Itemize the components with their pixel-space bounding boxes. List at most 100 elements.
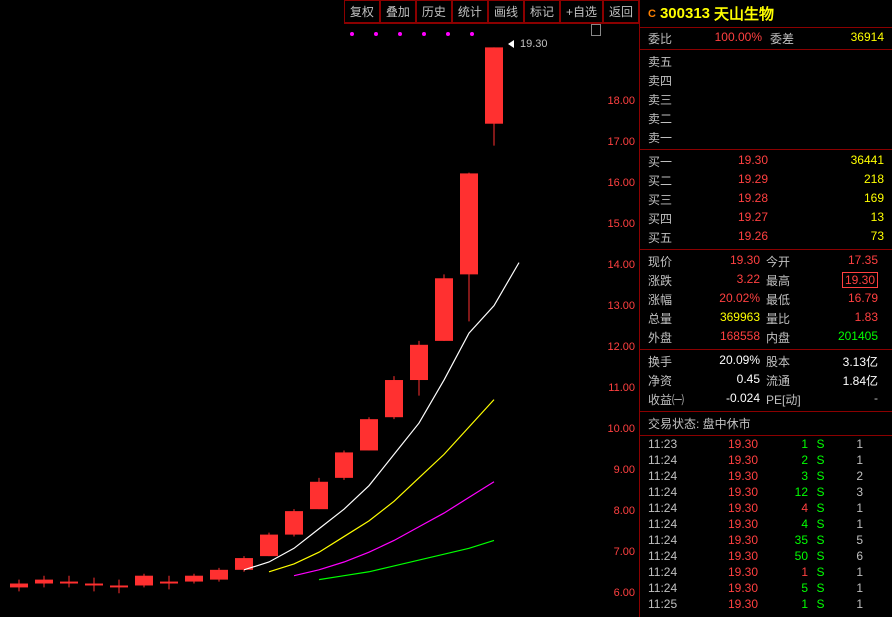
toolbar-btn-返回[interactable]: 返回 [603, 0, 639, 23]
bid-row: 买三19.28169 [640, 190, 892, 209]
trade-row: 11:2419.304S1 [640, 516, 892, 532]
ask-row: 卖二 [640, 109, 892, 128]
y-tick: 17.00 [607, 136, 635, 148]
bid-row: 买四19.2713 [640, 209, 892, 228]
weicha-value: 36914 [827, 30, 884, 47]
trade-time: 11:24 [648, 453, 698, 467]
trade-time: 11:25 [648, 597, 698, 611]
stats-row: 换手20.09%股本3.13亿 [640, 352, 892, 371]
stat-label: 涨幅 [648, 291, 684, 308]
y-tick: 11.00 [608, 382, 635, 394]
trade-count: 1 [833, 453, 863, 467]
trade-price: 19.30 [698, 437, 758, 451]
ask-row: 卖一 [640, 128, 892, 147]
stat-value: 168558 [684, 329, 766, 346]
bid-volume: 73 [768, 229, 884, 246]
trade-price: 19.30 [698, 565, 758, 579]
stat-label: 今开 [766, 253, 802, 270]
stats-row: 外盘168558内盘201405 [640, 328, 892, 347]
trade-time: 11:24 [648, 501, 698, 515]
y-tick: 15.00 [607, 218, 635, 230]
stats-row: 涨跌3.22最高19.30 [640, 271, 892, 290]
trade-time: 11:23 [648, 437, 698, 451]
ask-volume [768, 110, 884, 127]
trading-status: 交易状态: 盘中休市 [640, 412, 892, 436]
trade-row: 11:2419.303S2 [640, 468, 892, 484]
trade-side: S [808, 453, 833, 467]
trade-count: 5 [833, 533, 863, 547]
trade-row: 11:2419.3035S5 [640, 532, 892, 548]
stat-label: 涨跌 [648, 272, 684, 289]
bid-price: 19.28 [688, 191, 768, 208]
bid-volume: 169 [768, 191, 884, 208]
stat-label: 净资 [648, 372, 684, 389]
stats-section-1: 现价19.30今开17.35涨跌3.22最高19.30涨幅20.02%最低16.… [640, 250, 892, 350]
trade-price: 19.30 [698, 469, 758, 483]
ask-label: 卖二 [648, 110, 688, 127]
stat-label: 内盘 [766, 329, 802, 346]
bid-label: 买五 [648, 229, 688, 246]
trade-time: 11:24 [648, 517, 698, 531]
ask-row: 卖四 [640, 71, 892, 90]
bid-price: 19.27 [688, 210, 768, 227]
trade-time: 11:24 [648, 565, 698, 579]
trade-count: 1 [833, 597, 863, 611]
stat-value: 1.83 [802, 310, 884, 327]
bid-label: 买二 [648, 172, 688, 189]
stat-label: 流通 [766, 372, 802, 389]
trade-time: 11:24 [648, 469, 698, 483]
stat-value: 369963 [684, 310, 766, 327]
trade-price: 19.30 [698, 597, 758, 611]
stat-label: 总量 [648, 310, 684, 327]
stock-header[interactable]: C 300313 天山生物 [640, 0, 892, 28]
trade-count: 6 [833, 549, 863, 563]
trade-row: 11:2319.301S1 [640, 436, 892, 452]
trade-count: 1 [833, 565, 863, 579]
ask-row: 卖三 [640, 90, 892, 109]
stat-value: 201405 [802, 329, 884, 346]
trade-qty: 12 [758, 485, 808, 499]
stats-row: 净资0.45流通1.84亿 [640, 371, 892, 390]
stat-label: 外盘 [648, 329, 684, 346]
weicha-label: 委差 [762, 30, 827, 47]
trade-row: 11:2419.304S1 [640, 500, 892, 516]
candlestick-chart[interactable] [0, 20, 600, 617]
stat-label: PE[动] [766, 391, 802, 408]
stat-value: 3.22 [684, 272, 766, 289]
trade-side: S [808, 501, 833, 515]
trade-price: 19.30 [698, 581, 758, 595]
ask-label: 卖四 [648, 72, 688, 89]
bid-label: 买四 [648, 210, 688, 227]
y-tick: 14.00 [607, 259, 635, 271]
trade-qty: 1 [758, 597, 808, 611]
trade-side: S [808, 517, 833, 531]
trade-time: 11:24 [648, 549, 698, 563]
ask-price [688, 91, 768, 108]
ask-label: 卖五 [648, 53, 688, 70]
stat-label: 换手 [648, 353, 684, 370]
trade-qty: 4 [758, 501, 808, 515]
stock-code: 300313 [660, 5, 710, 22]
trade-row: 11:2419.3012S3 [640, 484, 892, 500]
trade-price: 19.30 [698, 485, 758, 499]
stat-value: 19.30 [684, 253, 766, 270]
commitment-row: 委比 100.00% 委差 36914 [640, 28, 892, 50]
stat-label: 最低 [766, 291, 802, 308]
bid-volume: 36441 [768, 153, 884, 170]
stat-value: 19.30 [802, 272, 884, 289]
stat-label: 股本 [766, 353, 802, 370]
y-tick: 13.00 [607, 300, 635, 312]
ask-price [688, 129, 768, 146]
bid-price: 19.26 [688, 229, 768, 246]
stats-row: 现价19.30今开17.35 [640, 252, 892, 271]
ask-volume [768, 72, 884, 89]
trade-count: 2 [833, 469, 863, 483]
trade-count: 1 [833, 437, 863, 451]
trade-side: S [808, 549, 833, 563]
bid-row: 买五19.2673 [640, 228, 892, 247]
stat-label: 现价 [648, 253, 684, 270]
stat-value: - [802, 391, 884, 408]
trade-qty: 2 [758, 453, 808, 467]
bid-row: 买二19.29218 [640, 171, 892, 190]
ask-label: 卖一 [648, 129, 688, 146]
